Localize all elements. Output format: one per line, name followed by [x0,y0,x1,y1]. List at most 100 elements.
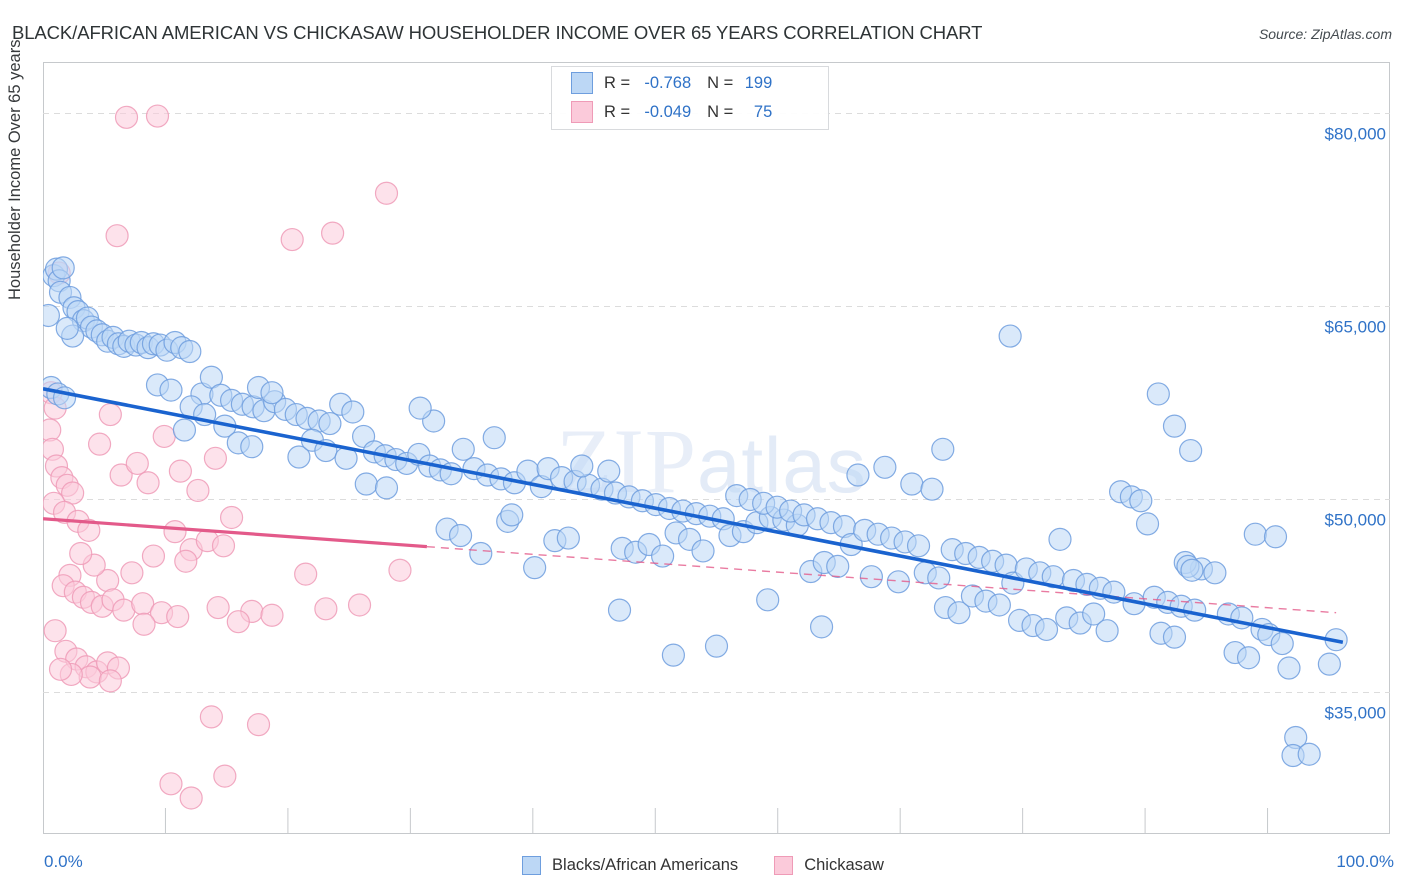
data-point [607,598,632,622]
data-point [1146,382,1170,406]
data-point [174,549,198,573]
data-point [172,418,197,442]
data-point [43,619,67,643]
data-point [314,597,338,621]
stats-n-label-pink: N = [707,102,734,121]
stats-swatch-pink [571,101,593,123]
data-point [1317,652,1341,676]
data-point [920,477,944,501]
data-point [374,476,399,500]
data-point [859,565,884,589]
stats-row-pink: R = -0.049 N = 75 [552,98,828,126]
y-tick-label: $80,000 [1325,124,1386,143]
data-point [374,181,399,205]
data-point [43,418,62,442]
data-point [132,612,156,636]
data-point [213,764,237,788]
data-point [523,556,547,580]
stats-r-value-pink: -0.049 [644,102,692,121]
data-point [77,518,101,542]
x-axis-min-label: 0.0% [44,852,83,871]
data-point [1095,619,1119,643]
data-point [597,459,621,483]
legend-label-blue: Blacks/African Americans [552,855,739,874]
data-point [69,541,93,566]
data-point [163,520,187,544]
data-point [114,105,139,129]
scatter-plot-svg: $80,000 $65,000 $50,000 $35,000 [43,62,1390,834]
data-point [226,610,250,634]
data-point [159,378,183,402]
y-tick-label: $50,000 [1325,510,1386,529]
data-point [1082,602,1106,626]
data-point [260,603,284,627]
data-point [287,445,311,469]
data-point [1129,489,1153,513]
data-point [570,454,594,478]
data-point [87,432,112,456]
data-point [1180,558,1204,582]
data-point [1263,525,1288,549]
data-point [136,471,160,495]
legend-item-chickasaw[interactable]: Chickasaw [774,855,884,875]
data-point [756,588,780,612]
data-point [43,303,60,328]
legend-item-blacks-african-americans[interactable]: Blacks/African Americans [522,855,739,875]
data-point [246,713,271,737]
data-point [451,437,475,461]
data-point [809,615,834,639]
data-point [1179,438,1203,463]
data-point [145,104,170,128]
data-point [556,526,580,550]
data-point [199,705,223,729]
source-label: Source: ZipAtlas.com [1258,26,1392,42]
data-point [294,562,318,586]
data-point [260,381,284,405]
data-point [219,505,244,530]
data-point [1270,631,1294,656]
y-tick-label: $65,000 [1325,317,1386,336]
trendline-blue [43,387,1344,645]
data-point [482,426,506,450]
data-point [927,566,951,590]
data-point [1236,646,1261,670]
data-point [206,595,230,620]
data-point [125,451,149,476]
data-point [826,554,850,578]
stats-r-value-blue: -0.768 [644,73,692,92]
data-point [341,400,365,424]
data-point [408,396,432,420]
stats-n-value-blue: 199 [744,73,773,92]
data-point [354,472,378,496]
data-point [1048,527,1072,551]
data-point [280,227,304,252]
x-axis-max-label: 100.0% [1336,852,1394,871]
stats-row-blue: R = -0.768 N = 199 [552,69,828,97]
data-point [388,558,412,582]
data-point [1243,522,1267,546]
data-point [661,643,686,667]
stats-r-label-blue: R = [604,73,631,92]
data-point [1162,414,1187,438]
legend-swatch-blue [522,855,542,875]
series-pink [43,104,412,810]
data-point [318,411,342,436]
data-point [900,472,924,496]
data-point [448,523,473,548]
data-point [98,669,122,693]
data-point [203,446,228,470]
trendline-pink-solid [43,517,428,549]
stats-r-label-pink: R = [604,102,631,121]
data-point [469,541,493,566]
data-point [846,463,870,487]
data-point [931,437,955,461]
data-point [120,561,144,585]
data-point [906,534,931,558]
data-point [141,544,166,568]
y-axis-title: Householder Income Over 65 years [6,39,24,300]
data-point [987,593,1011,617]
data-point [179,786,203,810]
correlation-stats-box: R = -0.768 N = 199 R = -0.049 N = 75 [551,66,829,130]
stats-swatch-blue [571,72,593,94]
